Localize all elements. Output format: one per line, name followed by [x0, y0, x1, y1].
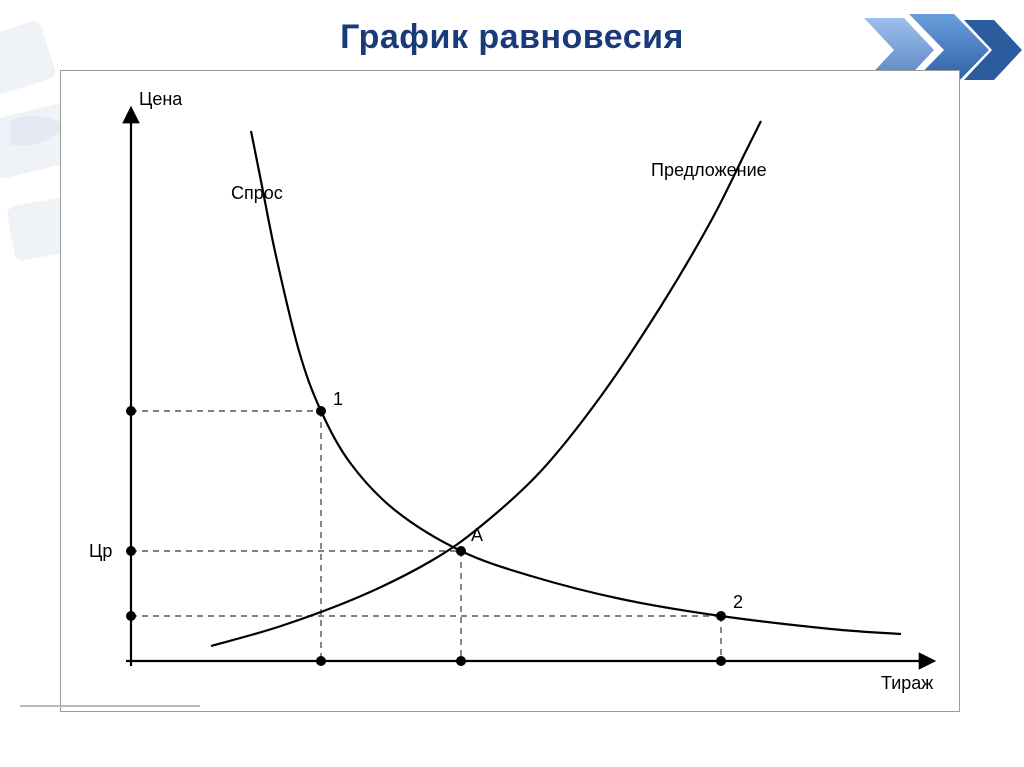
supply-label: Предложение — [651, 160, 767, 180]
slide-title: График равновесия — [0, 18, 1024, 57]
x-axis-mark — [716, 656, 726, 666]
point2-label: 2 — [733, 592, 743, 612]
chart-svg: Цена Тираж Спрос Предложение 1 2 A Цр — [61, 71, 959, 711]
x-axis-label: Тираж — [881, 673, 933, 693]
y-axis-label: Цена — [139, 89, 183, 109]
point-2 — [716, 611, 726, 621]
y-axis-mark — [126, 611, 136, 621]
point1-label: 1 — [333, 389, 343, 409]
footer-divider — [20, 705, 200, 707]
y-axis-mark — [126, 406, 136, 416]
point-1 — [316, 406, 326, 416]
x-axis-mark — [316, 656, 326, 666]
x-axis-mark — [456, 656, 466, 666]
equilibrium-chart: Цена Тираж Спрос Предложение 1 2 A Цр — [60, 70, 960, 712]
demand-label: Спрос — [231, 183, 283, 203]
y-axis-mark — [126, 546, 136, 556]
slide: График равновесия Цена Тираж Спрос Предложе… — [0, 0, 1024, 767]
equilibrium-label: A — [471, 525, 483, 545]
point-equilibrium — [456, 546, 466, 556]
supply-curve — [211, 121, 761, 646]
demand-curve — [251, 131, 901, 634]
price-eq-label: Цр — [89, 541, 112, 561]
